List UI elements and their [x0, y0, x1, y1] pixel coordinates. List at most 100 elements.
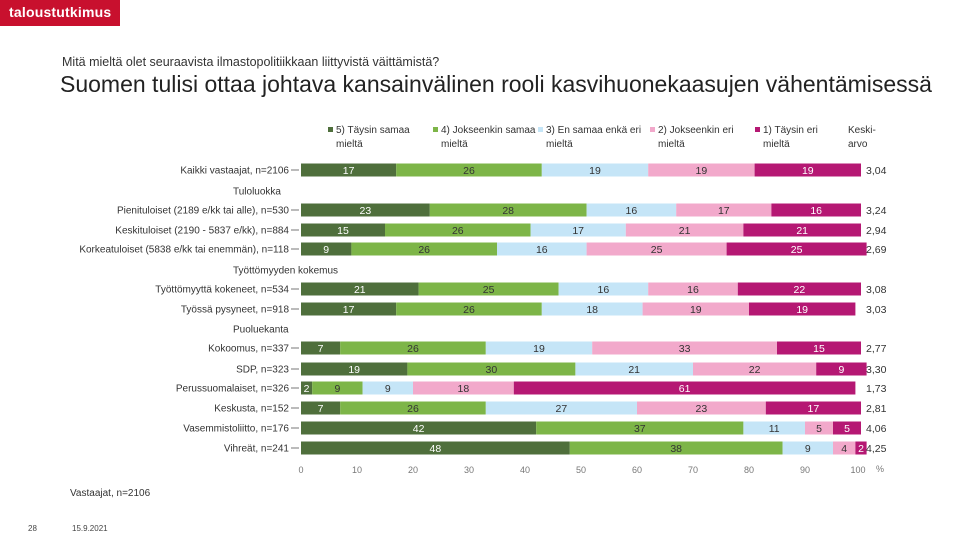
data-label: 16 — [536, 244, 548, 256]
row-label: Työttömyyttä kokeneet, n=534 — [155, 285, 289, 296]
bar-segment — [749, 302, 856, 316]
x-tick-label: 10 — [352, 465, 362, 475]
data-label: 26 — [418, 244, 430, 256]
data-label: 16 — [687, 284, 699, 296]
average-value: 3,04 — [866, 165, 887, 177]
row-label: Keskusta, n=152 — [214, 404, 289, 415]
question-subtitle: Mitä mieltä olet seuraavista ilmastopoli… — [62, 55, 440, 69]
bar-segment — [536, 421, 744, 435]
bar-segment — [541, 163, 649, 177]
x-tick-label: 40 — [520, 465, 530, 475]
data-label: 7 — [318, 403, 324, 415]
group-header: Työttömyyden kokemus — [233, 266, 338, 277]
data-label: 16 — [626, 205, 638, 217]
bar-segment — [805, 421, 833, 435]
bar-segment — [648, 163, 755, 177]
group-header: Puoluekanta — [233, 325, 289, 336]
data-label: 26 — [463, 304, 475, 316]
average-value: 3,24 — [866, 205, 887, 217]
data-label: 48 — [430, 443, 442, 455]
data-label: 37 — [634, 423, 646, 435]
bar-segment — [418, 282, 559, 296]
bar-segment — [497, 242, 587, 256]
bar-segment — [362, 381, 413, 395]
data-label: 25 — [483, 284, 495, 296]
data-label: 26 — [463, 165, 475, 177]
bar-segment — [833, 421, 861, 435]
average-value: 2,77 — [866, 343, 887, 355]
bar-segment — [575, 362, 693, 376]
data-label: 16 — [598, 284, 610, 296]
row-label: SDP, n=323 — [236, 365, 289, 376]
bar-segment — [737, 282, 861, 296]
data-label: 17 — [808, 403, 820, 415]
data-label: 9 — [385, 383, 391, 395]
x-tick-label: 80 — [744, 465, 754, 475]
data-label: 42 — [413, 423, 425, 435]
data-label: 2 — [304, 383, 310, 395]
data-label: 27 — [556, 403, 568, 415]
x-tick-label: 60 — [632, 465, 642, 475]
average-value: 2,94 — [866, 225, 887, 237]
bar-segment — [855, 441, 867, 455]
legend-label-1-line2: mieltä — [336, 139, 363, 150]
x-tick-label: 90 — [800, 465, 810, 475]
respondents-note: Vastaajat, n=2106 — [70, 488, 151, 499]
row-label: Pienituloiset (2189 e/kk tai alle), n=53… — [117, 206, 289, 217]
bar-segment — [485, 341, 593, 355]
row-label: Työssä pysyneet, n=918 — [181, 305, 290, 316]
average-value: 3,08 — [866, 284, 887, 296]
data-label: 21 — [679, 225, 691, 237]
data-label: 23 — [696, 403, 708, 415]
bar-segment — [407, 362, 576, 376]
bar-segment — [530, 223, 626, 237]
bar-segment — [726, 242, 867, 256]
data-label: 15 — [337, 225, 349, 237]
bar-segment — [541, 302, 643, 316]
bar-segment — [513, 381, 856, 395]
average-value: 1,73 — [866, 383, 887, 395]
bar-segment — [771, 203, 861, 217]
row-label: Korkeatuloiset (5838 e/kk tai enemmän), … — [79, 245, 289, 256]
brand-logo: taloustutkimus — [0, 0, 121, 26]
data-label: 22 — [749, 364, 761, 376]
legend-swatch-4 — [650, 127, 655, 132]
bar-segment — [301, 203, 430, 217]
legend-label-1: 5) Täysin samaa — [336, 125, 410, 136]
legend-average-label: Keski- — [848, 125, 876, 136]
data-label: 18 — [458, 383, 470, 395]
average-value: 3,30 — [866, 364, 887, 376]
row-label: Kokoomus, n=337 — [208, 344, 289, 355]
average-value: 3,03 — [866, 304, 887, 316]
bar-segment — [743, 421, 805, 435]
data-label: 25 — [791, 244, 803, 256]
data-label: 17 — [718, 205, 730, 217]
bar-segment — [782, 441, 833, 455]
x-tick-label: 70 — [688, 465, 698, 475]
bar-segment — [301, 421, 537, 435]
legend-swatch-3 — [538, 127, 543, 132]
bar-segment — [676, 203, 772, 217]
data-label: 21 — [628, 364, 640, 376]
bar-segment — [301, 163, 397, 177]
data-label: 4 — [841, 443, 847, 455]
bar-segment — [743, 223, 861, 237]
data-label: 16 — [810, 205, 822, 217]
x-tick-label: 100 — [850, 465, 865, 475]
x-tick-label: 30 — [464, 465, 474, 475]
data-label: 22 — [794, 284, 806, 296]
data-label: 9 — [334, 383, 340, 395]
bar-segment — [642, 302, 749, 316]
legend-label-5-line2: mieltä — [763, 139, 790, 150]
bar-segment — [648, 282, 738, 296]
data-label: 19 — [696, 165, 708, 177]
page-number: 28 — [28, 524, 37, 533]
data-label: 38 — [670, 443, 682, 455]
bar-segment — [625, 223, 744, 237]
bar-segment — [301, 362, 408, 376]
average-value: 2,69 — [866, 244, 887, 256]
bar-segment — [385, 223, 531, 237]
bar-segment — [340, 341, 486, 355]
x-tick-label: 50 — [576, 465, 586, 475]
